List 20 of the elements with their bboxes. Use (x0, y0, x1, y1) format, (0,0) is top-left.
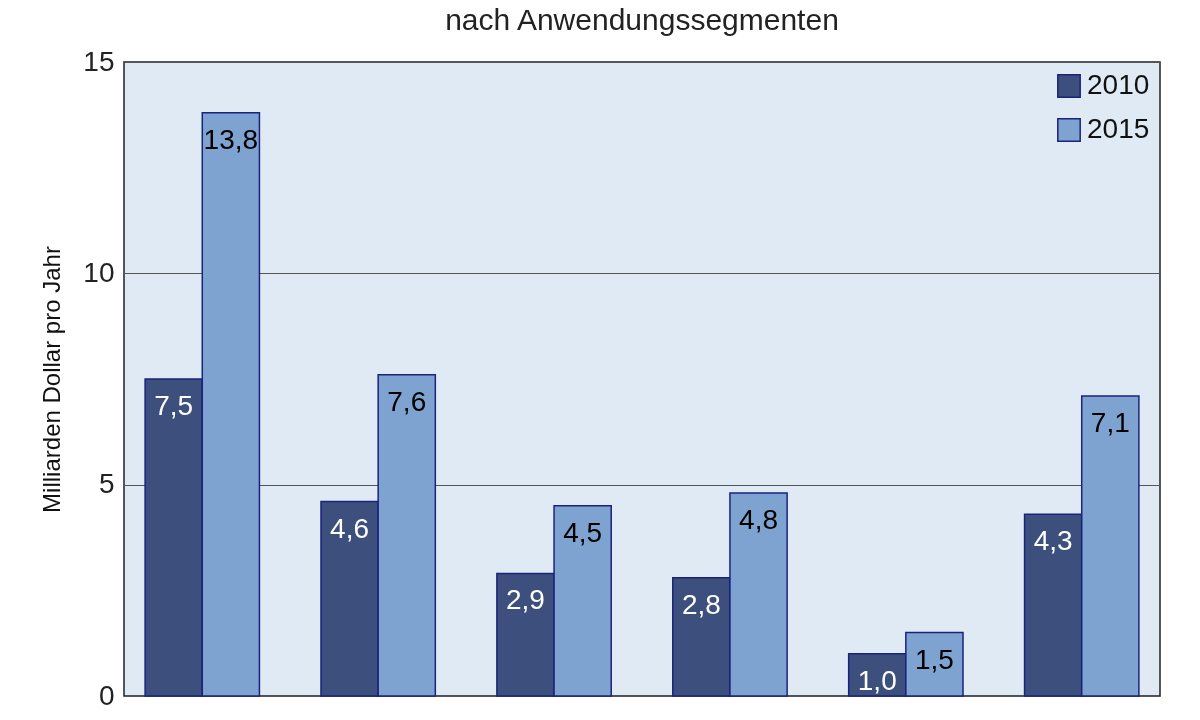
data-label: 7,1 (1090, 406, 1130, 438)
legend-label: 2010 (1087, 69, 1150, 100)
data-label: 2,8 (681, 588, 721, 620)
data-label: 1,5 (914, 643, 954, 675)
y-axis-title: Milliarden Dollar pro Jahr (38, 246, 66, 513)
data-label: 4,8 (739, 504, 778, 536)
data-label: 4,5 (563, 516, 603, 548)
y-tick-label: 5 (98, 468, 115, 500)
data-label: 1,0 (857, 664, 897, 696)
y-tick-label: 15 (83, 45, 115, 77)
y-tick-label: 0 (98, 679, 115, 711)
data-label: 13,8 (203, 123, 259, 155)
data-label: 4,3 (1033, 525, 1073, 557)
y-tick-label: 10 (83, 256, 115, 288)
legend-label: 2015 (1087, 113, 1150, 144)
data-label: 7,5 (154, 390, 194, 421)
data-label: 7,6 (387, 385, 427, 417)
chart-title: nach Anwendungssegmenten (445, 3, 839, 36)
data-label: 4,6 (330, 512, 370, 544)
data-label: 2,9 (506, 584, 545, 616)
